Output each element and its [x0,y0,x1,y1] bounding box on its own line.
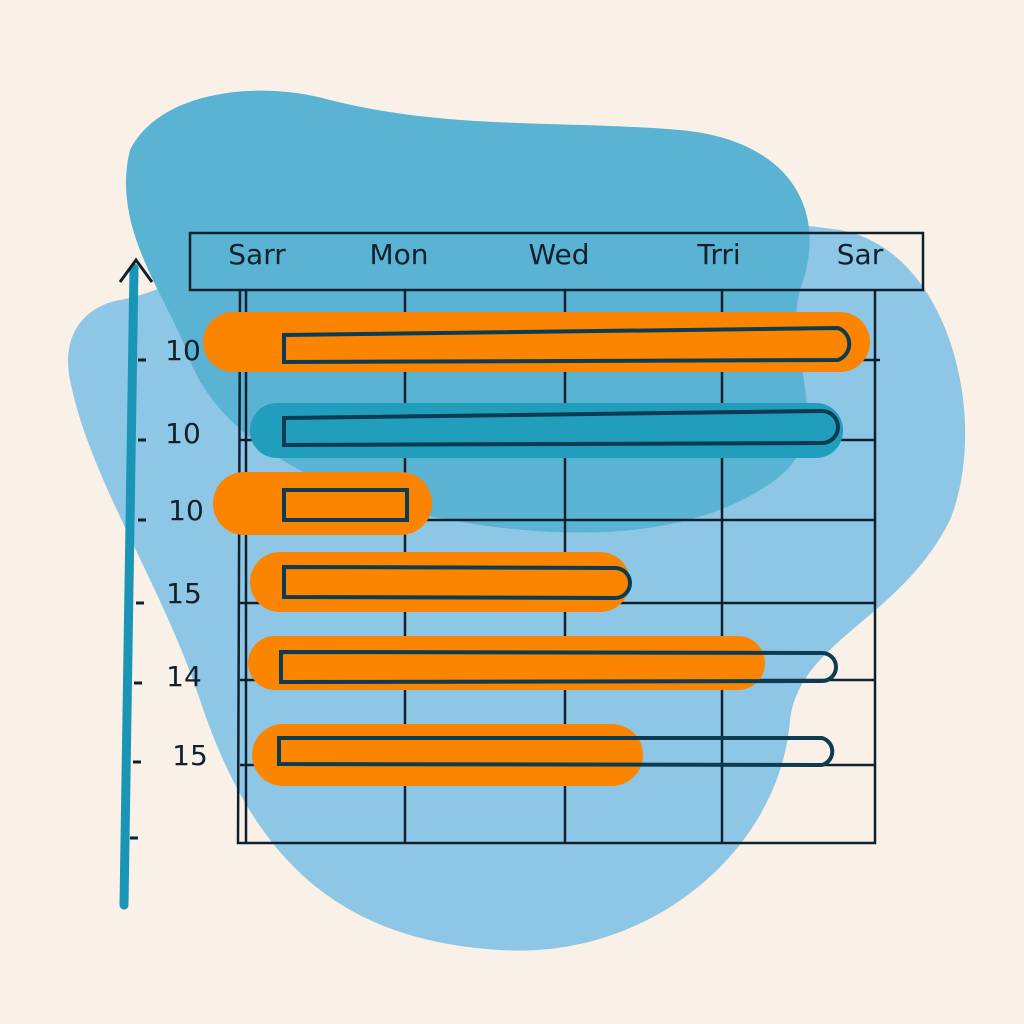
column-header: Mon [369,238,428,271]
row-label: 15 [166,577,202,610]
column-header: Sar [837,238,884,271]
bar-fill [213,472,432,535]
bar-outlines [277,325,852,768]
y-axis [118,257,154,910]
column-header: Trri [696,238,740,271]
labels: Sarr Mon Wed Trri Sar 10 10 10 15 14 15 [165,238,884,772]
axis-arrow [118,257,154,283]
bar-fill [248,636,765,690]
grid-border [236,289,877,845]
bar-outline [282,488,409,522]
axis-ticks [130,358,146,840]
bar-outline [282,325,852,365]
column-header: Sarr [228,238,286,271]
bar-fill [250,552,630,612]
row-label: 10 [165,334,201,367]
bar-outline [282,564,632,601]
bar-outline [282,408,840,448]
bar-outline [279,649,838,685]
axis-line [119,263,139,910]
header-box [188,231,925,292]
bar-fill [252,724,643,786]
row-label: 14 [166,660,202,693]
row-label: 10 [168,494,204,527]
bar-fill [203,312,870,372]
row-label: 15 [172,739,208,772]
bar-outline [277,736,835,768]
column-header: Wed [528,238,589,271]
row-label: 10 [165,417,201,450]
